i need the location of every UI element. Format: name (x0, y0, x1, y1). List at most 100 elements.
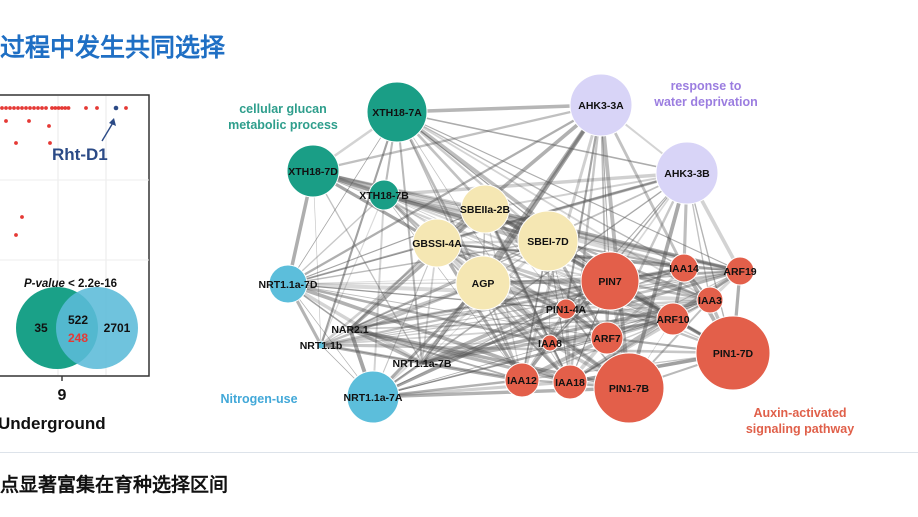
node-label: IAA3 (698, 295, 722, 307)
group-label-line: response to (671, 79, 742, 93)
network-edge (599, 104, 631, 389)
network-edge (396, 111, 741, 272)
scatter-dot (8, 106, 12, 110)
node-xth18-7d: XTH18-7D (286, 144, 340, 198)
node-circle (517, 210, 579, 272)
network-edge (565, 298, 711, 311)
network-edge (312, 169, 486, 211)
network-edge (320, 308, 567, 346)
network-edge (435, 241, 572, 384)
venn-overlap-count: 522 (68, 313, 88, 327)
venn-left-count: 35 (34, 321, 48, 335)
pvalue-value: < 2.2e-16 (65, 278, 117, 290)
group-label-line: metabolic process (228, 118, 338, 132)
scatter-dot (63, 106, 68, 110)
venn-overlap-highlight: 248 (68, 331, 88, 345)
scatter-dot (0, 106, 4, 110)
node-label: PIN7 (598, 276, 622, 288)
node-circle (593, 352, 665, 424)
network-edge (349, 327, 423, 365)
group-label-nitrogen: Nitrogen-use (220, 392, 297, 406)
scatter-dot (66, 106, 71, 110)
scatter-dot (4, 119, 8, 123)
network-edge (320, 281, 484, 347)
node-label: PIN1-4A (546, 304, 587, 316)
network-edge (372, 240, 549, 398)
node-label: SBEIIa-2B (460, 204, 511, 216)
group-label-line: water deprivation (653, 95, 758, 109)
scatter-dot (14, 141, 18, 145)
node-circle (655, 141, 719, 205)
node-label: IAA12 (507, 375, 537, 387)
node-ahk3-3a: AHK3-3A (569, 73, 633, 137)
scatter-dot (44, 106, 48, 110)
venn-right-count: 2701 (104, 321, 131, 335)
group-label-glucan: cellular glucan metabolic process (228, 102, 338, 132)
network-edge (383, 171, 688, 197)
node-nrt1-1a-7a: NRT1.1a-7A (344, 370, 403, 424)
node-pin1-7b: PIN1-7B (593, 352, 665, 424)
scatter-dot (4, 106, 8, 110)
network-nodes: XTH18-7A XTH18-7D XTH18-7B AHK3-3A AHK3-3B SB… (259, 73, 771, 424)
node-label: GBSSI-4A (412, 238, 462, 250)
node-circle (541, 334, 559, 352)
network-edge (319, 111, 399, 346)
divider-line (0, 452, 918, 453)
network-edge (320, 343, 423, 365)
node-label: AHK3-3B (664, 168, 710, 180)
node-circle (346, 370, 400, 424)
scatter-dot (20, 106, 24, 110)
node-pin1-4a: PIN1-4A (546, 298, 587, 320)
network-edge (349, 318, 674, 330)
network-edge (320, 328, 351, 346)
network-edge (287, 282, 423, 365)
node-sbei-7d: SBEI-7D (517, 210, 579, 272)
network-edge (606, 266, 685, 340)
node-circle (580, 251, 640, 311)
network-edge (484, 172, 688, 210)
node-circle (460, 184, 510, 234)
network-edge (372, 172, 688, 398)
network-edge (287, 208, 486, 285)
network-edge (383, 194, 523, 381)
scatter-dot (47, 124, 51, 128)
node-arf7: ARF7 (590, 321, 624, 355)
node-arf10: ARF10 (656, 302, 690, 336)
network-edge (482, 281, 674, 321)
scatter-dot (56, 106, 61, 110)
network-edge (287, 282, 551, 345)
pvalue-label: P-value (24, 278, 66, 290)
rht-d1-pointer (101, 118, 116, 142)
node-label: SBEI-7D (527, 236, 569, 248)
node-label: AHK3-3A (578, 100, 624, 112)
scatter-dot-rht-d1 (113, 105, 119, 111)
node-label: IAA18 (555, 377, 585, 389)
group-label-line: Nitrogen-use (220, 392, 297, 406)
scatter-dot (48, 141, 52, 145)
node-label: XTH18-7A (372, 107, 422, 119)
node-circle (366, 81, 428, 143)
network-edge (349, 240, 549, 330)
network-edge (421, 279, 611, 365)
bottom-caption: 点显著富集在育种选择区间 (0, 474, 229, 496)
node-circle (696, 286, 724, 314)
node-circle (656, 302, 690, 336)
node-iaa3: IAA3 (696, 286, 724, 314)
network-edge (287, 270, 741, 285)
node-label: XTH18-7B (359, 190, 409, 202)
network-edge (320, 194, 385, 346)
scatter-dot (40, 106, 44, 110)
node-label: ARF19 (723, 266, 756, 278)
network-edge (435, 242, 524, 381)
network-edge (396, 103, 602, 114)
network-edge (287, 111, 398, 285)
x-tick-label: 9 (58, 387, 67, 404)
venn-diagram: 35 522 248 2701 (16, 287, 138, 369)
scatter-dot (12, 106, 16, 110)
group-label-auxin: Auxin-activated signaling pathway (746, 406, 854, 436)
scatter-dot (24, 106, 28, 110)
group-labels: cellular glucan metabolic process response… (220, 79, 854, 436)
scatter-dot (14, 233, 18, 237)
node-circle (368, 179, 400, 211)
network-edge (569, 318, 674, 383)
